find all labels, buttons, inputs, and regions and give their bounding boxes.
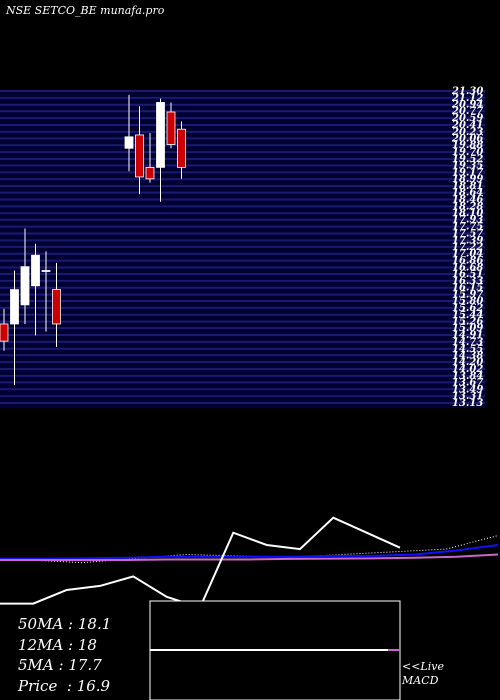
tick-label: 13.84	[452, 371, 483, 382]
price-readout: Price : 16.9	[18, 677, 111, 695]
tick-label: 19.52	[452, 154, 483, 165]
ma5-readout: 5MA : 17.7	[18, 656, 102, 674]
tick-label: 21.30	[451, 86, 483, 97]
indicator-blue-line	[0, 544, 499, 560]
price-grid	[0, 90, 485, 408]
tick-label: 20.94	[451, 100, 483, 111]
tick-label: 16.51	[452, 269, 483, 280]
candle-body	[177, 128, 186, 168]
tick-label: 19.88	[452, 140, 483, 151]
candle-body	[41, 270, 51, 272]
ma12-label: 12MA	[18, 636, 64, 654]
candle-up	[156, 98, 165, 202]
tick-label: 16.15	[452, 283, 483, 294]
ma5-value: 17.7	[68, 656, 102, 674]
ma5-label: 5MA	[18, 656, 54, 674]
tick-label: 13.49	[452, 384, 483, 395]
tick-label: 13.31	[452, 391, 483, 402]
tick-label: 15.80	[452, 296, 483, 307]
tick-label: 18.81	[452, 181, 483, 192]
tick-label: 15.09	[452, 323, 483, 334]
tick-label: 20.59	[451, 113, 483, 124]
ma12-readout: 12MA : 18	[18, 636, 97, 654]
tick-label: 18.10	[452, 208, 483, 219]
tick-label: 13.13	[452, 398, 483, 409]
indicator-panel	[0, 516, 499, 609]
tick-label: 15.44	[452, 310, 483, 321]
tick-label: 20.77	[451, 106, 483, 117]
candle-down	[145, 133, 155, 183]
indicator-white-line	[0, 516, 401, 609]
price-axis-ticks: 21.3021.1220.9420.7720.5920.4120.2320.06…	[451, 86, 483, 409]
tick-label: 17.57	[452, 228, 483, 239]
candle-down	[135, 106, 144, 195]
tick-label: 17.39	[452, 235, 483, 246]
tick-label: 17.75	[452, 222, 483, 233]
candle-body	[135, 134, 144, 178]
tick-label: 20.06	[451, 133, 483, 144]
candle-body	[52, 289, 61, 325]
tick-label: 19.35	[452, 160, 483, 171]
candle-down	[177, 121, 186, 179]
candle-body	[20, 266, 30, 306]
candle-up	[31, 243, 40, 336]
candle-body	[145, 166, 155, 180]
candle-up	[41, 251, 51, 332]
candle-down	[166, 102, 176, 149]
candle-down	[0, 308, 9, 351]
candle-down	[52, 262, 61, 347]
candle-up	[124, 94, 134, 172]
tick-label: 18.46	[452, 194, 483, 205]
tick-label: 14.38	[452, 350, 483, 361]
tick-label: 19.17	[452, 167, 483, 178]
tick-label: 15.97	[452, 290, 483, 301]
candle-up	[20, 228, 30, 324]
candles	[0, 94, 186, 386]
price-value: 16.9	[76, 677, 111, 695]
live-label: <<Live	[402, 660, 444, 673]
tick-label: 15.62	[452, 303, 483, 314]
tick-label: 15.26	[452, 317, 483, 328]
ma50-label: 50MA	[18, 615, 64, 633]
tick-label: 14.91	[452, 330, 483, 341]
candle-body	[166, 111, 176, 145]
tick-label: 20.23	[451, 127, 483, 138]
chart-title: NSE SETCO_BE munafa.pro	[6, 4, 165, 17]
tick-label: 17.93	[452, 215, 483, 226]
price-label: Price	[18, 677, 58, 695]
tick-label: 16.68	[452, 262, 483, 273]
tick-label: 17.04	[452, 249, 483, 260]
ma50-readout: 50MA : 18.1	[18, 615, 112, 633]
candle-up	[10, 270, 19, 386]
candle-body	[10, 289, 19, 325]
tick-label: 18.99	[452, 174, 483, 185]
tick-label: 14.20	[452, 357, 483, 368]
tick-label: 20.41	[451, 120, 483, 131]
tick-label: 17.22	[452, 242, 483, 253]
tick-label: 16.33	[452, 276, 483, 287]
tick-label: 19.70	[452, 147, 483, 158]
tick-label: 16.86	[452, 256, 483, 267]
candle-body	[124, 136, 134, 149]
tick-label: 18.64	[452, 188, 483, 199]
tick-label: 14.02	[452, 364, 483, 375]
tick-label: 14.73	[452, 337, 483, 348]
tick-label: 13.67	[452, 377, 483, 388]
tick-label: 21.12	[451, 93, 483, 104]
indicator-purple-line	[0, 553, 499, 561]
tick-label: 18.28	[452, 201, 483, 212]
candle-body	[156, 102, 165, 168]
macd-panel	[149, 600, 401, 700]
candle-body	[0, 323, 9, 342]
ma12-value: 18	[77, 636, 97, 654]
candle-body	[31, 254, 40, 287]
tick-label: 14.55	[452, 344, 483, 355]
macd-label: MACD	[402, 674, 439, 687]
ma50-value: 18.1	[77, 615, 112, 633]
